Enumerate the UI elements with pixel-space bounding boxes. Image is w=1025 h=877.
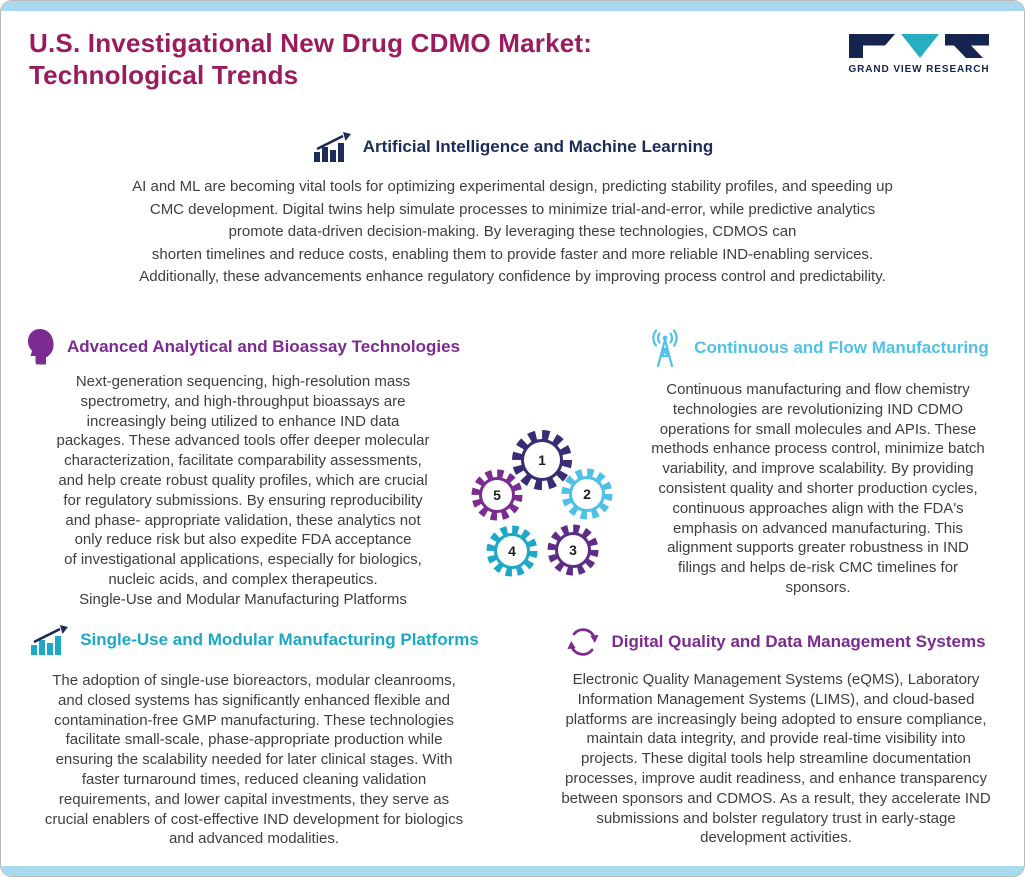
ai-ml-description: AI and ML are becoming vital tools for o…	[132, 178, 893, 285]
continuous-title: Continuous and Flow Manufacturing	[694, 338, 989, 358]
page-title-line1: U.S. Investigational New Drug CDMO Marke…	[29, 28, 593, 58]
gear-1: 1	[512, 430, 572, 490]
bar-chart-icon	[313, 132, 351, 162]
page-title: U.S. Investigational New Drug CDMO Marke…	[29, 27, 592, 91]
svg-text:5: 5	[493, 487, 501, 503]
gears-icon: 1 5 2 4 3	[471, 430, 613, 577]
gears-illustration: 1 5 2 4 3	[456, 421, 631, 596]
single-use-description: The adoption of single-use bioreactors, …	[44, 672, 464, 848]
continuous-description: Continuous manufacturing and flow chemis…	[651, 381, 985, 596]
gvr-logo: GRAND VIEW RESEARCH	[844, 33, 994, 75]
single-use-title: Single-Use and Modular Manufacturing Pla…	[80, 630, 479, 650]
analytical-header: Advanced Analytical and Bioassay Technol…	[21, 328, 465, 366]
page-title-line2: Technological Trends	[29, 60, 299, 91]
ai-ml-title: Artificial Intelligence and Machine Lear…	[362, 137, 714, 157]
bottom-accent-bar	[1, 866, 1024, 876]
section-continuous: Continuous and Flow Manufacturing Contin…	[619, 328, 1017, 598]
digital-description: Electronic Quality Management Systems (e…	[561, 671, 991, 847]
svg-text:2: 2	[583, 486, 591, 502]
single-use-header: Single-Use and Modular Manufacturing Pla…	[17, 625, 491, 655]
antenna-icon	[652, 329, 678, 368]
section-single-use: Single-Use and Modular Manufacturing Pla…	[17, 625, 491, 849]
svg-text:1: 1	[538, 452, 546, 468]
head-icon	[27, 329, 54, 365]
digital-title: Digital Quality and Data Management Syst…	[611, 632, 986, 652]
gvr-logo-text: GRAND VIEW RESEARCH	[848, 64, 990, 75]
analytical-description: Next-generation sequencing, high-resolut…	[56, 373, 430, 608]
top-accent-bar	[1, 1, 1024, 11]
ai-ml-header: Artificial Intelligence and Machine Lear…	[1, 132, 1024, 162]
gvr-logo-icon	[849, 34, 989, 58]
section-analytical: Advanced Analytical and Bioassay Technol…	[21, 328, 465, 610]
gear-4: 4	[486, 525, 538, 577]
digital-header: Digital Quality and Data Management Syst…	[537, 625, 1015, 659]
analytical-title: Advanced Analytical and Bioassay Technol…	[66, 337, 460, 357]
svg-text:4: 4	[508, 543, 516, 559]
continuous-header: Continuous and Flow Manufacturing	[619, 328, 1017, 368]
refresh-icon	[567, 628, 600, 656]
gear-5: 5	[471, 469, 523, 521]
section-ai-ml: Artificial Intelligence and Machine Lear…	[1, 132, 1024, 289]
gear-2: 2	[561, 468, 613, 520]
section-digital: Digital Quality and Data Management Syst…	[537, 625, 1015, 848]
svg-text:3: 3	[569, 542, 577, 558]
bar-chart-icon	[31, 625, 69, 655]
gear-3: 3	[547, 524, 599, 576]
